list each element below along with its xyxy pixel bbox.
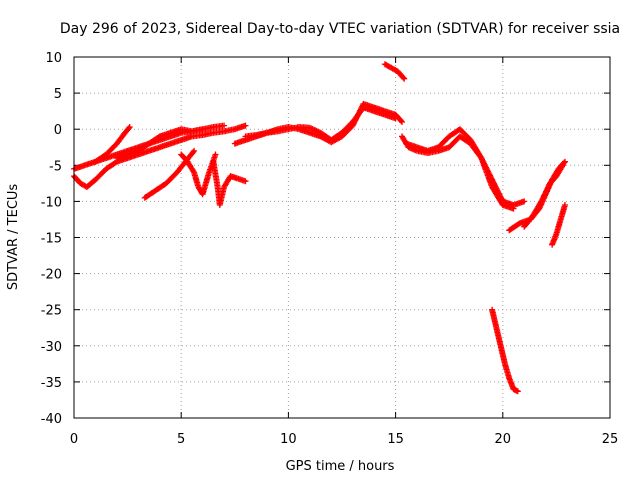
series-track-k [399,133,528,208]
series-track-j [381,61,408,82]
y-tick-label: -10 [41,195,62,210]
data-point [401,75,408,82]
x-tick-label: 10 [280,432,297,447]
data-point [125,125,132,132]
series-track-a [71,122,249,190]
y-axis-label: SDTVAR / TECUs [6,184,21,291]
data-point [477,153,484,160]
series-track-i [242,100,405,146]
data-point [191,147,198,154]
data-point [350,121,357,128]
data-point [399,119,405,125]
x-tick-label: 15 [387,432,404,447]
y-tick-label: 0 [54,123,62,138]
x-axis-label: GPS time / hours [286,459,395,474]
x-tick-label: 25 [602,432,619,447]
data-point [398,117,405,124]
data-marks [71,61,568,395]
y-tick-label: -30 [41,340,62,355]
data-point [514,388,521,395]
series-track-g [210,158,249,208]
y-tick-label: -20 [41,268,62,283]
series-track-e [141,147,198,201]
data-point [521,198,528,205]
tick-layer: 0 5 10 15 20 25 10 5 0 -5 -10 -15 -20 -25 -30 -35 -40 [41,51,619,447]
chart-title: Day 296 of 2023, Sidereal Day-to-day VTE… [60,21,620,37]
y-tick-label: -25 [41,304,62,319]
series-track-d [113,122,228,162]
series-track-p [549,202,568,248]
y-tick-label: -15 [41,232,62,247]
y-tick-label: -5 [49,159,62,174]
data-point [126,124,133,130]
data-point [559,162,566,169]
data-point [212,151,219,158]
y-tick-label: -40 [41,412,62,427]
y-tick-label: 10 [45,51,62,66]
grid-layer [74,57,610,418]
data-point [242,122,249,129]
series-track-m [489,306,521,395]
series-track-f [178,151,219,198]
y-tick-label: -35 [41,376,62,391]
plot-frame [73,56,611,419]
x-tick-label: 0 [70,432,78,447]
data-point [190,149,197,156]
x-tick-label: 20 [495,432,512,447]
data-point [190,168,197,175]
series-track-o [521,162,566,230]
series-track-c [92,124,133,165]
series-track-h [231,104,399,147]
data-point [242,178,249,185]
x-tick-label: 5 [177,432,185,447]
data-point [510,205,517,212]
data-point [221,122,228,129]
data-point [562,202,568,208]
series-track-l [403,126,517,212]
data-point [400,74,407,81]
y-tick-label: 5 [54,87,62,102]
data-point [562,158,568,165]
